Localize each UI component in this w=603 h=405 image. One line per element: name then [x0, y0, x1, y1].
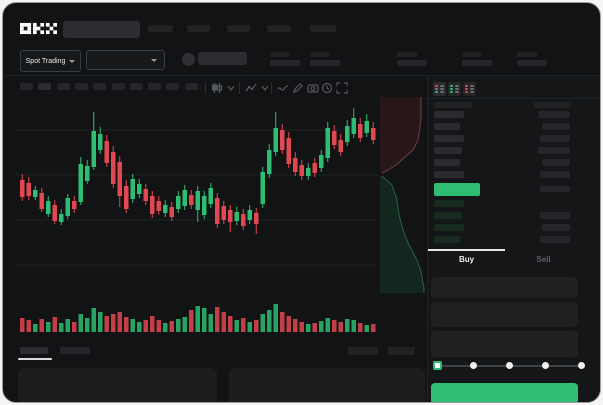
- stat-value-placeholder: [310, 60, 340, 66]
- order-input-field[interactable]: [431, 277, 578, 298]
- stat-label-placeholder: [270, 52, 290, 57]
- stat-value-placeholder: [517, 60, 547, 66]
- timeframe-button[interactable]: [20, 83, 33, 90]
- stat-value-placeholder: [270, 60, 300, 66]
- timeframe-button[interactable]: [148, 83, 162, 90]
- ask-price-placeholder[interactable]: [434, 135, 464, 142]
- active-tab-indicator: [428, 249, 505, 251]
- timeframe-button[interactable]: [38, 83, 52, 90]
- ask-price-placeholder[interactable]: [434, 171, 464, 178]
- slider-dot[interactable]: [541, 362, 549, 369]
- chevron-down-icon: [69, 59, 76, 63]
- buy-submit-button[interactable]: [431, 383, 578, 402]
- ask-price-placeholder[interactable]: [434, 111, 464, 118]
- bid-size-placeholder[interactable]: [540, 212, 570, 219]
- timeframe-button[interactable]: [166, 83, 180, 90]
- stat-label-placeholder: [462, 52, 482, 57]
- chevron-down-icon: [151, 58, 157, 62]
- chevron-down-icon[interactable]: [227, 85, 235, 91]
- ask-price-placeholder[interactable]: [434, 123, 460, 130]
- camera-icon[interactable]: [307, 82, 319, 94]
- expand-icon[interactable]: [336, 82, 348, 94]
- nav-item-placeholder[interactable]: [267, 25, 291, 32]
- nav-item-placeholder[interactable]: [310, 25, 336, 32]
- nav-item-placeholder[interactable]: [227, 25, 250, 32]
- bottom-tab-placeholder[interactable]: [20, 347, 48, 354]
- market-type-dropdown[interactable]: Spot Trading: [20, 50, 81, 72]
- chevron-down-icon[interactable]: [261, 85, 269, 91]
- bid-price-placeholder[interactable]: [434, 236, 460, 243]
- timeframe-button[interactable]: [129, 83, 143, 90]
- stat-label-placeholder: [310, 52, 330, 57]
- range-chip-placeholder[interactable]: [388, 347, 415, 355]
- bid-size-placeholder[interactable]: [542, 224, 570, 231]
- timeframe-button[interactable]: [56, 83, 70, 90]
- bottom-panel: [229, 368, 425, 402]
- line-tool-icon[interactable]: [277, 82, 289, 94]
- slider-handle[interactable]: [433, 361, 442, 370]
- search-input[interactable]: [63, 21, 140, 38]
- slider-dot[interactable]: [505, 362, 513, 369]
- bottom-panel: [18, 368, 217, 402]
- stat-value-placeholder: [462, 60, 492, 66]
- range-chip-placeholder[interactable]: [348, 347, 378, 355]
- bottom-tab-underline: [18, 358, 52, 360]
- order-input-field[interactable]: [431, 331, 578, 357]
- indicators-icon[interactable]: [245, 82, 257, 94]
- nav-item-placeholder[interactable]: [187, 25, 210, 32]
- timeframe-button[interactable]: [184, 83, 198, 90]
- book-both-icon[interactable]: [433, 82, 446, 96]
- ask-price-placeholder[interactable]: [434, 147, 462, 154]
- timeframe-button[interactable]: [93, 83, 107, 90]
- tab-buy[interactable]: Buy: [458, 255, 475, 264]
- last-price-badge[interactable]: [434, 183, 480, 196]
- nav-item-placeholder[interactable]: [148, 25, 173, 32]
- okx-logo[interactable]: [20, 22, 57, 35]
- ask-size-placeholder[interactable]: [538, 111, 570, 118]
- ask-size-placeholder[interactable]: [538, 147, 570, 154]
- ask-size-placeholder[interactable]: [540, 135, 570, 142]
- book-buy-icon[interactable]: [448, 82, 461, 96]
- book-sell-icon[interactable]: [463, 82, 476, 96]
- last-size-placeholder: [540, 186, 570, 192]
- market-type-label: Spot Trading: [25, 57, 66, 65]
- bid-price-placeholder[interactable]: [434, 200, 464, 207]
- ask-size-placeholder[interactable]: [542, 123, 570, 130]
- bottom-tab-placeholder[interactable]: [60, 347, 90, 354]
- timeframe-button[interactable]: [111, 83, 125, 90]
- candle-style-icon[interactable]: [211, 82, 223, 94]
- ask-size-placeholder[interactable]: [540, 171, 570, 178]
- ask-size-placeholder[interactable]: [542, 159, 570, 166]
- stat-label-placeholder: [517, 52, 537, 57]
- order-input-field[interactable]: [431, 302, 578, 327]
- bid-price-placeholder[interactable]: [434, 212, 462, 219]
- slider-dot[interactable]: [469, 362, 477, 369]
- slider-dot[interactable]: [577, 362, 585, 369]
- history-icon[interactable]: [321, 82, 333, 94]
- orderbook-header-placeholder: [434, 102, 472, 108]
- draw-icon[interactable]: [292, 82, 304, 94]
- pair-selector-dropdown[interactable]: [86, 50, 165, 70]
- orderbook-header-placeholder: [534, 102, 570, 108]
- stat-label-placeholder: [397, 52, 417, 57]
- bid-size-placeholder[interactable]: [540, 236, 570, 243]
- bid-price-placeholder[interactable]: [434, 224, 464, 231]
- ask-price-placeholder[interactable]: [434, 159, 460, 166]
- timeframe-button[interactable]: [74, 83, 88, 90]
- stat-value-placeholder: [397, 60, 427, 66]
- coin-icon: [182, 53, 195, 66]
- tab-sell[interactable]: Sell: [536, 255, 551, 264]
- pair-name-placeholder: [198, 52, 247, 65]
